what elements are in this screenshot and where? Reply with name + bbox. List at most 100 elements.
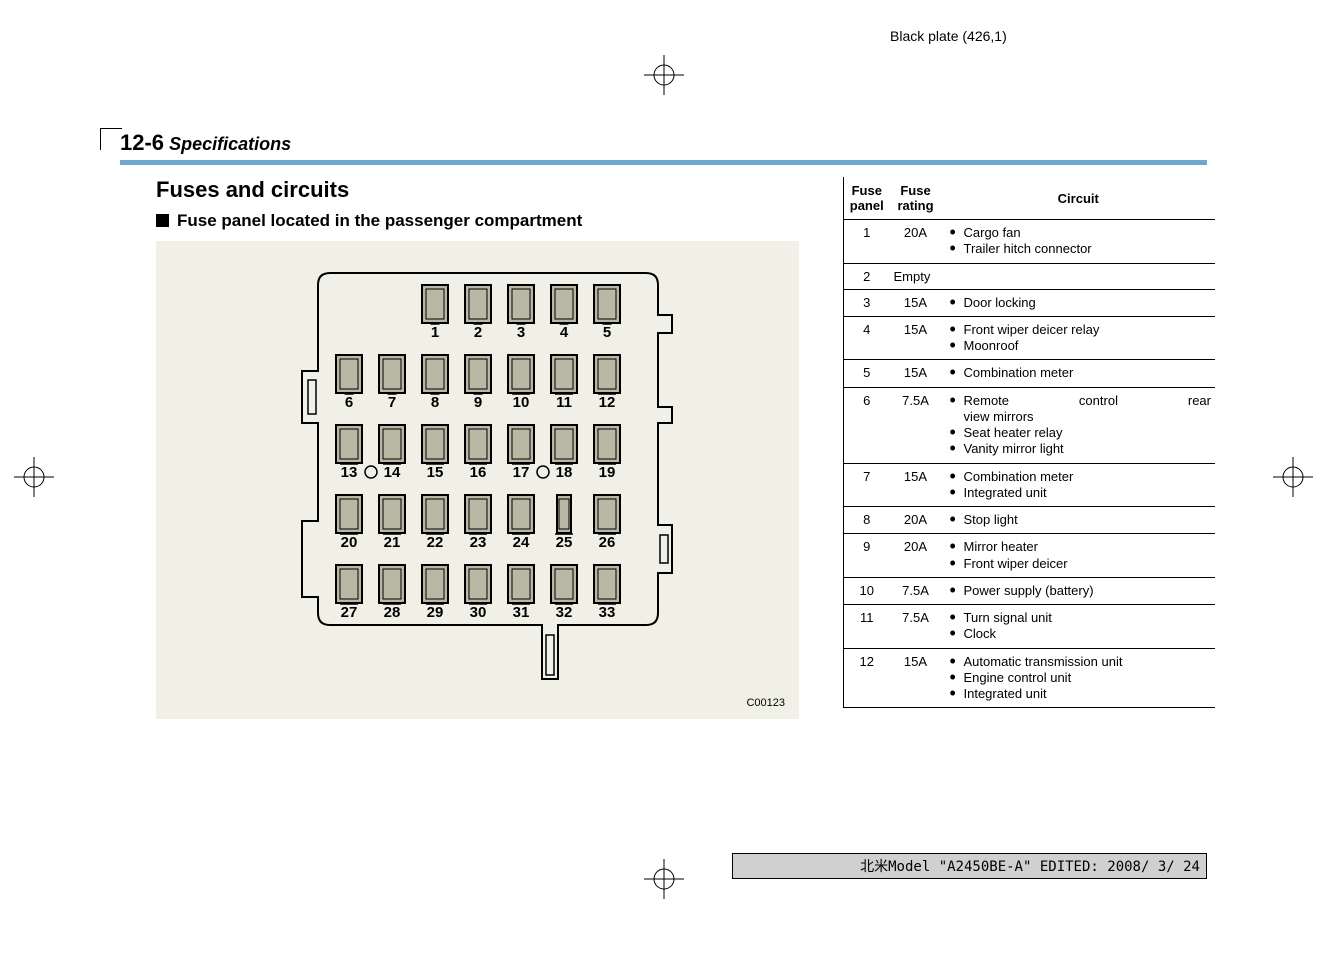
cell-circuit: Combination meter [942,360,1216,387]
crop-mark-top [644,55,684,95]
cell-fuse-panel: 10 [844,577,890,604]
edge-tick [100,128,122,129]
circuit-item: Power supply (battery) [946,583,1212,599]
svg-text:23: 23 [469,534,486,551]
circuit-item: Trailer hitch connector [946,241,1212,257]
cell-circuit: Front wiper deicer relayMoonroof [942,316,1216,360]
table-row: 120ACargo fanTrailer hitch connector [844,220,1216,264]
cell-circuit: Automatic transmission unitEngine contro… [942,648,1216,708]
cell-fuse-rating: 20A [890,220,942,264]
col-fuse-panel: Fuse panel [844,177,890,220]
cell-circuit: Mirror heaterFront wiper deicer [942,534,1216,578]
heading-fuse-panel-text: Fuse panel located in the passenger comp… [177,211,582,230]
cell-circuit: Stop light [942,507,1216,534]
circuit-item: Front wiper deicer [946,556,1212,572]
edge-tick [100,128,101,150]
table-row: 107.5APower supply (battery) [844,577,1216,604]
circuit-item: Turn signal unit [946,610,1212,626]
circuit-item: Combination meter [946,365,1212,381]
circuit-item: Integrated unit [946,686,1212,702]
cell-circuit: Cargo fanTrailer hitch connector [942,220,1216,264]
cell-circuit: Door locking [942,289,1216,316]
heading-fuse-panel: Fuse panel located in the passenger comp… [156,211,799,231]
cell-circuit: Remote control rearview mirrorsSeat heat… [942,387,1216,463]
cell-fuse-panel: 3 [844,289,890,316]
cell-fuse-rating: 15A [890,360,942,387]
svg-text:8: 8 [430,394,438,411]
svg-text:29: 29 [426,604,443,621]
cell-fuse-rating: 7.5A [890,605,942,649]
right-column: Fuse panel Fuse rating Circuit 120ACargo… [835,177,1207,719]
cell-fuse-panel: 4 [844,316,890,360]
crop-mark-left [14,457,54,497]
crop-mark-bottom [644,859,684,899]
table-row: 2Empty [844,263,1216,289]
circuit-item: Engine control unit [946,670,1212,686]
left-column: Fuses and circuits Fuse panel located in… [156,177,799,719]
svg-text:19: 19 [598,464,615,481]
circuit-item: Vanity mirror light [946,441,1212,457]
svg-text:22: 22 [426,534,443,551]
col-fuse-rating: Fuse rating [890,177,942,220]
fuse-diagram-box: 1234567891011121314151617181920212223242… [156,241,799,719]
svg-text:10: 10 [512,394,529,411]
svg-text:17: 17 [512,464,529,481]
cell-fuse-panel: 12 [844,648,890,708]
cell-fuse-rating: 15A [890,289,942,316]
cell-fuse-panel: 1 [844,220,890,264]
svg-text:33: 33 [598,604,615,621]
cell-fuse-panel: 5 [844,360,890,387]
svg-text:20: 20 [340,534,357,551]
cell-circuit [942,263,1216,289]
svg-text:24: 24 [512,534,529,551]
table-row: 415AFront wiper deicer relayMoonroof [844,316,1216,360]
svg-text:28: 28 [383,604,400,621]
svg-text:32: 32 [555,604,572,621]
cell-fuse-rating: 7.5A [890,387,942,463]
svg-text:14: 14 [383,464,400,481]
table-row: 820AStop light [844,507,1216,534]
svg-text:6: 6 [344,394,352,411]
circuit-item: Integrated unit [946,485,1212,501]
section-header: 12-6 Specifications [120,130,1207,156]
diagram-code: C00123 [746,697,785,709]
svg-text:21: 21 [383,534,400,551]
circuit-item: Cargo fan [946,225,1212,241]
svg-text:5: 5 [602,324,610,341]
section-title: Specifications [169,134,291,154]
cell-circuit: Power supply (battery) [942,577,1216,604]
heading-fuses: Fuses and circuits [156,177,799,203]
cell-fuse-rating: 15A [890,648,942,708]
square-bullet-icon [156,214,169,227]
cell-fuse-panel: 8 [844,507,890,534]
circuit-item: Seat heater relay [946,425,1212,441]
cell-fuse-rating: 7.5A [890,577,942,604]
cell-fuse-rating: 15A [890,316,942,360]
cell-fuse-panel: 11 [844,605,890,649]
cell-fuse-panel: 9 [844,534,890,578]
cell-fuse-panel: 6 [844,387,890,463]
table-row: 1215AAutomatic transmission unitEngine c… [844,648,1216,708]
table-row: 67.5ARemote control rearview mirrorsSeat… [844,387,1216,463]
svg-text:9: 9 [473,394,481,411]
svg-text:1: 1 [430,324,438,341]
cell-fuse-panel: 2 [844,263,890,289]
fuse-diagram: 1234567891011121314151617181920212223242… [258,265,698,685]
footer-bar: 北米Model "A2450BE-A" EDITED: 2008/ 3/ 24 [732,853,1207,879]
circuit-item: Door locking [946,295,1212,311]
svg-text:31: 31 [512,604,529,621]
header-rule [120,160,1207,165]
circuit-item: Combination meter [946,469,1212,485]
svg-text:3: 3 [516,324,524,341]
svg-text:7: 7 [387,394,395,411]
svg-text:30: 30 [469,604,486,621]
circuit-item: Stop light [946,512,1212,528]
cell-circuit: Turn signal unitClock [942,605,1216,649]
svg-text:18: 18 [555,464,572,481]
table-row: 715ACombination meterIntegrated unit [844,463,1216,507]
circuit-item: Remote control rearview mirrors [946,393,1212,426]
page-header-text: Black plate (426,1) [890,28,1007,44]
circuit-item: Moonroof [946,338,1212,354]
svg-text:13: 13 [340,464,357,481]
table-row: 920AMirror heaterFront wiper deicer [844,534,1216,578]
